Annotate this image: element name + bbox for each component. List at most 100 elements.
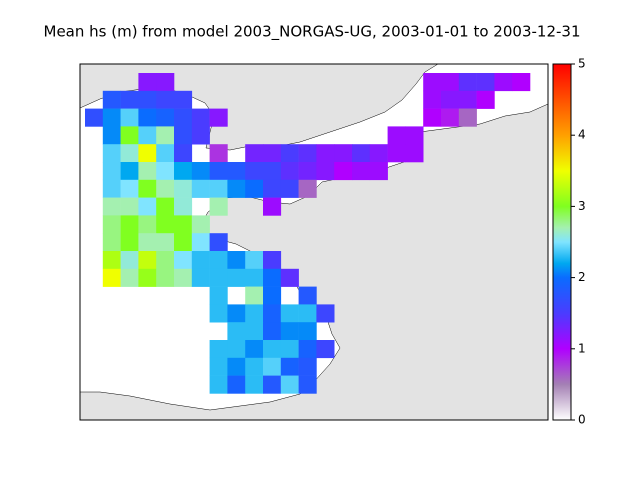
grid-cell xyxy=(298,162,317,181)
grid-cell xyxy=(352,144,371,163)
grid-cell xyxy=(191,126,210,145)
grid-cell xyxy=(298,357,317,376)
grid-cell xyxy=(512,73,531,92)
grid-cell xyxy=(102,233,121,252)
grid-cell xyxy=(209,233,228,252)
grid-cell xyxy=(174,251,193,270)
grid-cell xyxy=(263,322,282,341)
grid-cell xyxy=(156,126,175,145)
map xyxy=(80,64,548,420)
grid-cell xyxy=(209,162,228,181)
grid-cell xyxy=(334,162,353,181)
grid-cell xyxy=(263,162,282,181)
grid-cell xyxy=(316,144,335,163)
grid-cell xyxy=(352,162,371,181)
grid-cell xyxy=(245,357,264,376)
grid-cell xyxy=(191,251,210,270)
grid-cell xyxy=(102,215,121,234)
chart-title: Mean hs (m) from model 2003_NORGAS-UG, 2… xyxy=(44,23,581,42)
grid-cell xyxy=(423,90,442,109)
grid-cell xyxy=(174,108,193,127)
grid-cell xyxy=(191,162,210,181)
grid-cell xyxy=(316,162,335,181)
grid-cell xyxy=(209,268,228,287)
grid-cell xyxy=(102,144,121,163)
grid-cell xyxy=(245,304,264,323)
grid-cell xyxy=(263,304,282,323)
grid-cell xyxy=(263,179,282,198)
grid-cell xyxy=(156,251,175,270)
grid-cell xyxy=(263,375,282,394)
grid-cell xyxy=(138,197,157,216)
grid-cell xyxy=(174,268,193,287)
grid-cell xyxy=(298,322,317,341)
grid-cell xyxy=(120,215,139,234)
colorbar-tick-label: 0 xyxy=(578,413,586,427)
grid-cell xyxy=(245,322,264,341)
grid-cell xyxy=(369,162,388,181)
grid-cell xyxy=(138,73,157,92)
grid-cell xyxy=(227,179,246,198)
grid-cell xyxy=(227,251,246,270)
grid-cell xyxy=(120,90,139,109)
grid-cell xyxy=(102,197,121,216)
grid-cell xyxy=(191,233,210,252)
grid-cell xyxy=(138,162,157,181)
grid-cell xyxy=(245,340,264,359)
grid-cell xyxy=(120,197,139,216)
grid-cell xyxy=(156,215,175,234)
grid-cells xyxy=(85,73,531,394)
grid-cell xyxy=(387,144,406,163)
grid-cell xyxy=(174,90,193,109)
grid-cell xyxy=(138,144,157,163)
grid-cell xyxy=(227,162,246,181)
grid-cell xyxy=(156,108,175,127)
grid-cell xyxy=(120,144,139,163)
grid-cell xyxy=(280,162,299,181)
grid-cell xyxy=(156,162,175,181)
grid-cell xyxy=(138,215,157,234)
grid-cell xyxy=(227,375,246,394)
grid-cell xyxy=(263,268,282,287)
grid-cell xyxy=(209,286,228,305)
grid-cell xyxy=(227,322,246,341)
grid-cell xyxy=(458,73,477,92)
grid-cell xyxy=(102,90,121,109)
grid-cell xyxy=(102,162,121,181)
grid-cell xyxy=(298,304,317,323)
grid-cell xyxy=(138,233,157,252)
grid-cell xyxy=(174,126,193,145)
grid-cell xyxy=(476,90,495,109)
grid-cell xyxy=(441,90,460,109)
grid-cell xyxy=(102,268,121,287)
grid-cell xyxy=(209,340,228,359)
grid-cell xyxy=(387,126,406,145)
grid-cell xyxy=(280,375,299,394)
grid-cell xyxy=(138,108,157,127)
colorbar-tick-label: 2 xyxy=(578,270,586,284)
grid-cell xyxy=(263,357,282,376)
grid-cell xyxy=(120,179,139,198)
grid-cell xyxy=(120,251,139,270)
grid-cell xyxy=(209,375,228,394)
grid-cell xyxy=(85,108,104,127)
grid-cell xyxy=(138,268,157,287)
grid-cell xyxy=(120,268,139,287)
grid-cell xyxy=(280,144,299,163)
grid-cell xyxy=(263,144,282,163)
grid-cell xyxy=(209,357,228,376)
grid-cell xyxy=(102,108,121,127)
grid-cell xyxy=(209,108,228,127)
colorbar-tick-label: 4 xyxy=(578,128,586,142)
grid-cell xyxy=(191,179,210,198)
grid-cell xyxy=(316,340,335,359)
grid-cell xyxy=(174,144,193,163)
grid-cell xyxy=(245,375,264,394)
grid-cell xyxy=(138,251,157,270)
grid-cell xyxy=(191,268,210,287)
grid-cell xyxy=(298,144,317,163)
grid-cell xyxy=(174,179,193,198)
grid-cell xyxy=(138,126,157,145)
grid-cell xyxy=(120,108,139,127)
